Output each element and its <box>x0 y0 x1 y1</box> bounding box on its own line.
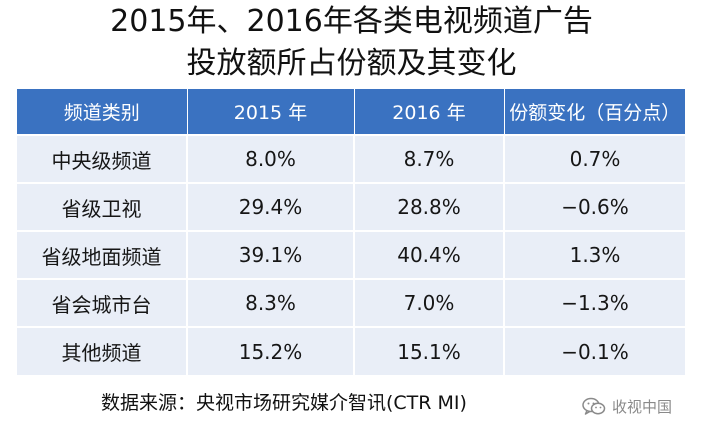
table-row: 省级地面频道 39.1% 40.4% 1.3% <box>17 230 685 279</box>
cell-change: −1.3% <box>503 278 685 327</box>
header-channel-category: 频道类别 <box>17 89 187 135</box>
cell-2016: 7.0% <box>353 278 504 327</box>
cell-2015: 39.1% <box>186 230 354 279</box>
wechat-icon <box>582 397 606 417</box>
header-share-change: 份额变化（百分点） <box>503 89 685 135</box>
cell-change: 0.7% <box>503 134 685 183</box>
cell-2015: 8.0% <box>186 134 354 183</box>
cell-channel: 省级卫视 <box>17 182 187 231</box>
header-2016: 2016 年 <box>353 89 504 135</box>
cell-2016: 15.1% <box>353 326 504 375</box>
table-row: 其他频道 15.2% 15.1% −0.1% <box>17 326 685 375</box>
cell-2015: 15.2% <box>186 326 354 375</box>
page-title-line1: 2015年、2016年各类电视频道广告 <box>110 4 593 39</box>
cell-channel: 中央级频道 <box>17 134 187 183</box>
cell-change: 1.3% <box>503 230 685 279</box>
ad-share-table: 频道类别 2015 年 2016 年 份额变化（百分点） 中央级频道 8.0% … <box>17 89 685 375</box>
table-row: 中央级频道 8.0% 8.7% 0.7% <box>17 134 685 183</box>
cell-change: −0.1% <box>503 326 685 375</box>
cell-2016: 28.8% <box>353 182 504 231</box>
table-row: 省级卫视 29.4% 28.8% −0.6% <box>17 182 685 231</box>
page-title-line2: 投放额所占份额及其变化 <box>186 46 517 81</box>
cell-channel: 省会城市台 <box>17 278 187 327</box>
cell-change: −0.6% <box>503 182 685 231</box>
cell-channel: 其他频道 <box>17 326 187 375</box>
data-source-note: 数据来源：央视市场研究媒介智讯(CTR MI) <box>101 392 467 414</box>
watermark-text: 收视中国 <box>612 398 673 416</box>
cell-channel: 省级地面频道 <box>17 230 187 279</box>
watermark: 收视中国 <box>582 396 672 418</box>
table-row: 省会城市台 8.3% 7.0% −1.3% <box>17 278 685 327</box>
table-header-row: 频道类别 2015 年 2016 年 份额变化（百分点） <box>17 89 685 135</box>
cell-2015: 8.3% <box>186 278 354 327</box>
cell-2016: 8.7% <box>353 134 504 183</box>
cell-2016: 40.4% <box>353 230 504 279</box>
header-2015: 2015 年 <box>186 89 354 135</box>
cell-2015: 29.4% <box>186 182 354 231</box>
